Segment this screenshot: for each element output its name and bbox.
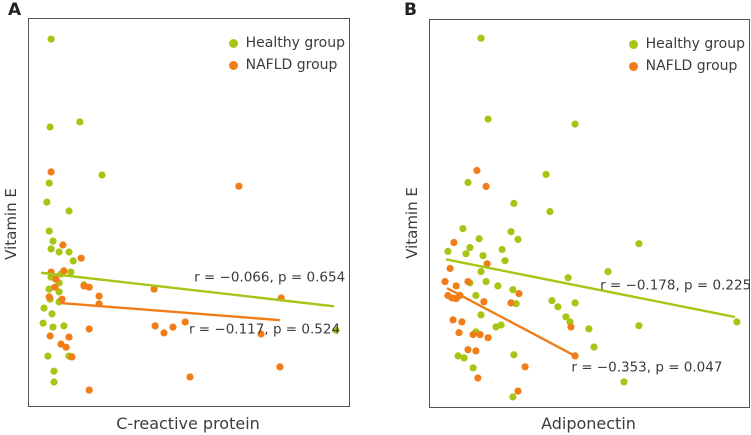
legend-b: Healthy group NAFLD group <box>628 34 745 77</box>
legend-label-nafld: NAFLD group <box>245 57 338 73</box>
panel-a-plot-area: Healthy group NAFLD group r = −0.066, p … <box>28 18 350 407</box>
legend-label-healthy: Healthy group <box>645 36 745 52</box>
y-axis-label-b: Vitamin E <box>403 187 421 259</box>
annotation-healthy-correlation-b: r = −0.178, p = 0.225 <box>600 277 751 294</box>
panel-a-label: A <box>8 0 22 20</box>
x-axis-label-a: C-reactive protein <box>116 414 260 433</box>
healthy-dot-icon <box>228 39 238 48</box>
nafld-dot-icon <box>628 62 638 71</box>
x-axis-label-b: Adiponectin <box>541 414 636 433</box>
legend-item-healthy: Healthy group <box>228 33 345 54</box>
legend-item-nafld: NAFLD group <box>228 55 338 76</box>
annotation-nafld-correlation-b: r = −0.353, p = 0.047 <box>571 359 723 376</box>
annotation-nafld-correlation-a: r = −0.117, p = 0.524 <box>188 321 341 338</box>
annotation-healthy-correlation-a: r = −0.066, p = 0.654 <box>194 269 346 286</box>
legend-label-nafld: NAFLD group <box>645 58 738 74</box>
healthy-dot-icon <box>628 40 638 49</box>
legend-a: Healthy group NAFLD group <box>228 33 345 76</box>
panel-b-label: B <box>404 0 417 20</box>
nafld-dot-icon <box>228 61 238 70</box>
legend-item-nafld: NAFLD group <box>628 56 738 77</box>
y-axis-label-a: Vitamin E <box>2 188 20 260</box>
scatter-plot-b <box>441 34 741 401</box>
scatter-plot-a <box>39 35 340 394</box>
legend-label-healthy: Healthy group <box>245 35 345 51</box>
panel-b-plot-area: Healthy group NAFLD group r = −0.178, p … <box>429 19 751 408</box>
legend-item-healthy: Healthy group <box>628 34 745 55</box>
